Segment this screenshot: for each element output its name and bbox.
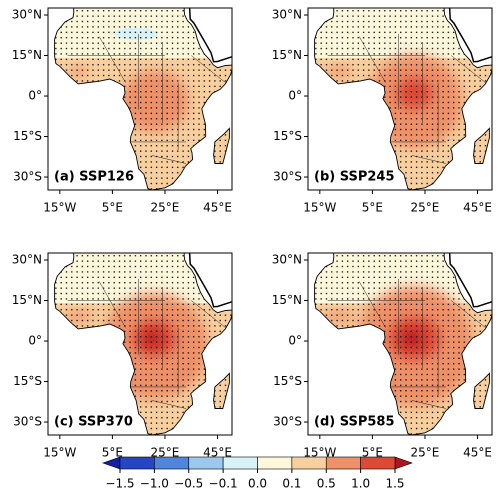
land <box>314 253 492 435</box>
coastline <box>213 127 230 164</box>
lat-tick-label: 0° <box>28 334 42 348</box>
colorbar-segment <box>325 456 361 470</box>
lat-tick-label: 30°N <box>272 8 302 22</box>
colorbar-over <box>394 456 413 470</box>
coastline <box>473 372 490 409</box>
colorbar-segment <box>154 456 190 470</box>
map-panel: 30°N 15°N 0° 15°S 30°S 15°W 5°E 25°E 45°E (a) SSP… <box>12 7 233 215</box>
arabia <box>188 8 232 63</box>
lon-tick-label: 25°E <box>151 446 180 460</box>
land <box>314 8 492 190</box>
map-area <box>314 8 492 190</box>
colorbar-tick-label: 0.0 <box>248 477 267 491</box>
map-area <box>54 8 232 190</box>
coastline <box>473 127 490 164</box>
arabia <box>448 8 492 63</box>
lon-tick-label: 45°E <box>203 446 232 460</box>
lon-tick-label: 45°E <box>463 446 492 460</box>
colorbar-segment <box>188 456 224 470</box>
lon-tick-label: 15°W <box>43 201 76 215</box>
lon-tick-label: 25°E <box>411 446 440 460</box>
lon-tick-label: 5°E <box>362 446 383 460</box>
lon-tick-label: 25°E <box>411 201 440 215</box>
colorbar-tick-label: −1.0 <box>140 477 169 491</box>
colorbar-tick-label: 1.5 <box>385 477 404 491</box>
coastline <box>314 8 492 190</box>
colorbar-segment <box>222 456 258 470</box>
coastline <box>314 253 492 435</box>
lon-tick-label: 15°W <box>303 201 336 215</box>
lat-tick-label: 30°S <box>273 415 302 429</box>
panel-label: (d) SSP585 <box>314 415 395 430</box>
colorbar-segment <box>291 456 327 470</box>
colorbar-tick-label: −0.5 <box>174 477 203 491</box>
lat-tick-label: 15°N <box>12 48 42 62</box>
land <box>54 253 232 435</box>
arabia <box>188 253 232 308</box>
colorbar-segment <box>360 456 396 470</box>
borders <box>67 33 226 164</box>
lon-tick-label: 45°E <box>203 201 232 215</box>
colorbar-tick-label: 0.5 <box>317 477 336 491</box>
map-area <box>314 253 492 435</box>
lon-tick-label: 5°E <box>102 446 123 460</box>
lat-tick-label: 15°N <box>272 48 302 62</box>
coastline <box>213 372 230 409</box>
map-panel: 30°N 15°N 0° 15°S 30°S 15°W 5°E 25°E 45°E (b) SSP… <box>272 7 493 215</box>
colorbar-tick-label: −0.1 <box>209 477 238 491</box>
colorbar-segment <box>257 456 293 470</box>
lon-tick-label: 45°E <box>463 201 492 215</box>
map-area <box>54 253 232 435</box>
lat-tick-label: 15°S <box>13 129 42 143</box>
lat-tick-label: 0° <box>288 89 302 103</box>
map-frame <box>307 7 493 191</box>
panel-label: (c) SSP370 <box>54 415 133 430</box>
map-frame <box>47 7 233 191</box>
map-panel: 30°N 15°N 0° 15°S 30°S 15°W 5°E 25°E 45°E (d) SSP… <box>272 252 493 460</box>
map-frame <box>47 252 233 436</box>
lat-tick-label: 15°S <box>13 374 42 388</box>
lat-tick-label: 15°N <box>272 293 302 307</box>
lon-tick-label: 15°W <box>43 446 76 460</box>
stipple <box>314 253 492 435</box>
coastline <box>54 253 232 435</box>
colorbar: −1.5 −1.0 −0.5 −0.1 0.0 0.1 0.5 1.0 1.5 <box>102 456 413 491</box>
lon-tick-label: 25°E <box>151 201 180 215</box>
map-panel: 30°N 15°N 0° 15°S 30°S 15°W 5°E 25°E 45°E (c) SSP… <box>12 252 233 460</box>
borders <box>67 278 226 409</box>
lon-tick-label: 5°E <box>362 201 383 215</box>
lat-tick-label: 0° <box>28 89 42 103</box>
lat-tick-label: 30°S <box>13 170 42 184</box>
stipple <box>314 8 492 190</box>
lat-tick-label: 0° <box>288 334 302 348</box>
colorbar-segment <box>119 456 155 470</box>
panel-label: (b) SSP245 <box>314 170 395 185</box>
lat-tick-label: 15°N <box>12 293 42 307</box>
colorbar-tick-label: 1.0 <box>351 477 370 491</box>
lat-tick-label: 30°N <box>12 8 42 22</box>
lat-tick-label: 30°N <box>272 253 302 267</box>
lon-tick-label: 15°W <box>303 446 336 460</box>
arabia <box>448 253 492 308</box>
lat-tick-label: 30°S <box>13 415 42 429</box>
lat-tick-label: 15°S <box>273 374 302 388</box>
borders <box>327 278 486 409</box>
map-frame <box>307 252 493 436</box>
colorbar-tick-label: −1.5 <box>105 477 134 491</box>
lat-tick-label: 30°S <box>273 170 302 184</box>
panel-label: (a) SSP126 <box>54 170 134 185</box>
stipple <box>54 253 232 435</box>
stipple <box>54 8 232 190</box>
land <box>54 8 232 190</box>
lat-tick-label: 15°S <box>273 129 302 143</box>
lon-tick-label: 5°E <box>102 201 123 215</box>
borders <box>327 33 486 164</box>
lat-tick-label: 30°N <box>12 253 42 267</box>
coastline <box>54 8 232 190</box>
colorbar-tick-label: 0.1 <box>282 477 301 491</box>
